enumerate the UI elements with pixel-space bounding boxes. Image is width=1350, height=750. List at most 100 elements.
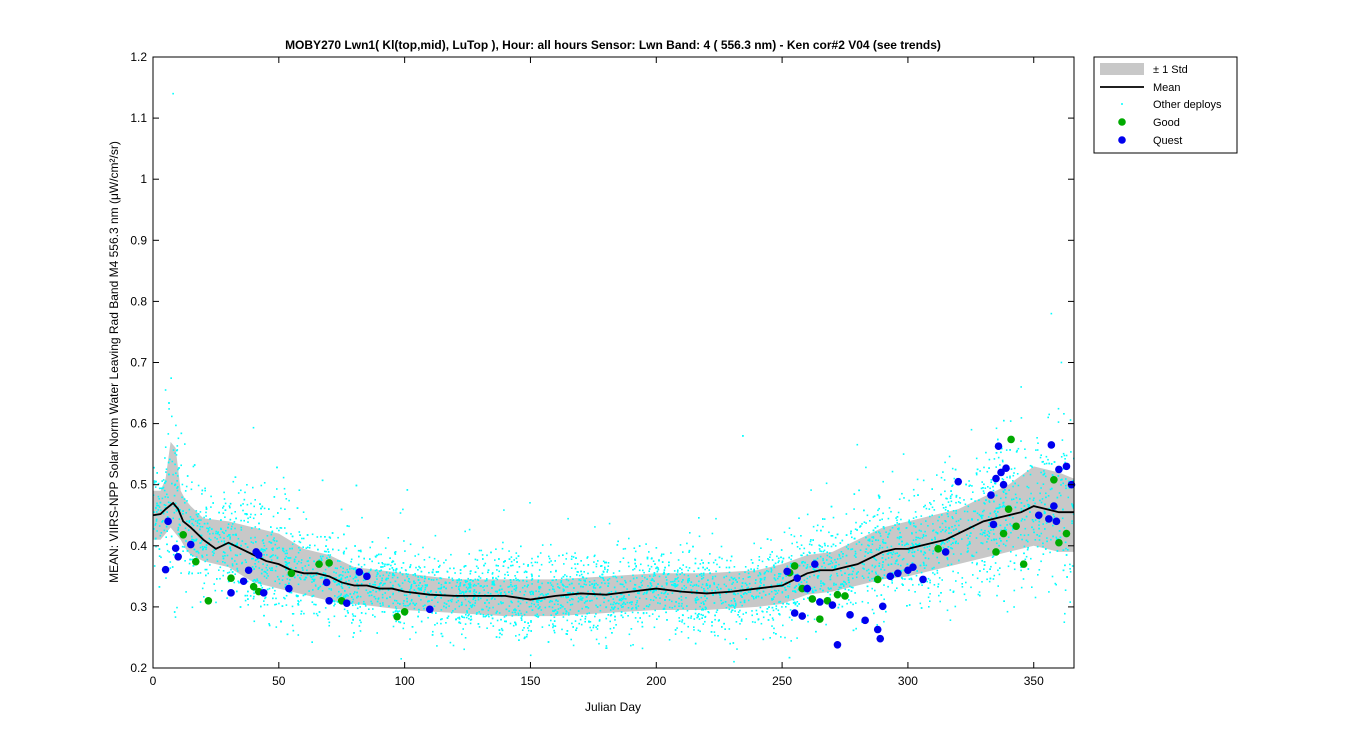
other-deploy-point [739, 609, 741, 612]
other-deploy-point [688, 549, 691, 552]
other-deploy-point [503, 591, 506, 593]
other-deploy-point [200, 534, 203, 537]
other-deploy-point [996, 594, 998, 597]
other-deploy-point [461, 591, 463, 593]
other-deploy-point [771, 617, 774, 619]
other-deploy-point [594, 615, 596, 618]
other-deploy-point [980, 514, 983, 517]
other-deploy-point [728, 571, 731, 574]
other-deploy-point [440, 592, 442, 595]
other-deploy-point [1005, 519, 1007, 521]
other-deploy-point [804, 591, 806, 593]
other-deploy-point [880, 594, 883, 596]
other-deploy-point [531, 575, 533, 578]
other-deploy-point [933, 500, 935, 502]
other-deploy-point [593, 587, 595, 589]
other-deploy-point [912, 584, 914, 586]
other-deploy-point [872, 529, 875, 532]
other-deploy-point [911, 542, 913, 545]
other-deploy-point [825, 482, 828, 485]
other-deploy-point [227, 580, 230, 583]
other-deploy-point [469, 622, 472, 625]
other-deploy-point [815, 630, 817, 633]
other-deploy-point [650, 599, 652, 601]
other-deploy-point [250, 541, 253, 543]
other-deploy-point [855, 521, 857, 524]
other-deploy-point [256, 558, 259, 561]
other-deploy-point [412, 602, 414, 604]
other-deploy-point [671, 584, 673, 586]
other-deploy-point [879, 519, 881, 521]
other-deploy-point [598, 642, 600, 645]
other-deploy-point [211, 551, 214, 553]
other-deploy-point [419, 567, 421, 569]
other-deploy-point [529, 502, 531, 504]
other-deploy-point [591, 583, 593, 585]
other-deploy-point [574, 620, 577, 622]
other-deploy-point [484, 580, 487, 582]
other-deploy-point [558, 587, 561, 589]
other-deploy-point [254, 563, 256, 565]
other-deploy-point [1002, 504, 1005, 507]
other-deploy-point [995, 513, 997, 515]
other-deploy-point [317, 587, 320, 589]
other-deploy-point [500, 627, 503, 630]
other-deploy-point [877, 494, 880, 497]
other-deploy-point [490, 598, 493, 600]
other-deploy-point [902, 453, 905, 455]
other-deploy-point [806, 566, 809, 568]
other-deploy-point [759, 577, 762, 580]
other-deploy-point [414, 573, 416, 575]
other-deploy-point [912, 522, 915, 525]
other-deploy-point [639, 617, 641, 619]
other-deploy-point [385, 579, 388, 581]
other-deploy-point [1000, 540, 1002, 542]
other-deploy-point [336, 584, 338, 586]
other-deploy-point [491, 617, 494, 620]
other-deploy-point [395, 608, 398, 610]
other-deploy-point [1034, 519, 1037, 521]
other-deploy-point [482, 558, 484, 560]
other-deploy-point [1050, 538, 1052, 541]
other-deploy-point [680, 605, 683, 607]
other-deploy-point [321, 590, 324, 592]
other-deploy-point [382, 584, 384, 587]
other-deploy-point [705, 584, 708, 587]
other-deploy-point [262, 539, 264, 541]
other-deploy-point [677, 559, 680, 561]
other-deploy-point [276, 547, 279, 550]
other-deploy-point [1021, 538, 1023, 541]
other-deploy-point [658, 615, 660, 618]
other-deploy-point [636, 601, 638, 604]
other-deploy-point [868, 540, 871, 542]
other-deploy-point [531, 578, 534, 580]
other-deploy-point [278, 578, 280, 581]
other-deploy-point [166, 530, 168, 532]
other-deploy-point [468, 553, 470, 555]
other-deploy-point [750, 587, 753, 589]
other-deploy-point [1058, 492, 1061, 494]
other-deploy-point [541, 582, 543, 585]
other-deploy-point [810, 489, 812, 491]
other-deploy-point [312, 589, 314, 591]
other-deploy-point [569, 592, 571, 594]
other-deploy-point [855, 627, 857, 630]
other-deploy-point [623, 585, 625, 588]
other-deploy-point [676, 574, 678, 576]
other-deploy-point [584, 600, 587, 603]
other-deploy-point [191, 558, 194, 561]
other-deploy-point [283, 487, 286, 490]
other-deploy-point [250, 502, 252, 505]
other-deploy-point [644, 576, 646, 579]
other-deploy-point [577, 610, 580, 612]
other-deploy-point [374, 584, 377, 586]
other-deploy-point [871, 540, 874, 542]
other-deploy-point [800, 544, 803, 546]
other-deploy-point [511, 601, 513, 604]
other-deploy-point [186, 520, 188, 523]
other-deploy-point [420, 589, 422, 591]
other-deploy-point [168, 408, 170, 410]
other-deploy-point [806, 554, 809, 556]
other-deploy-point [863, 509, 865, 512]
other-deploy-point [359, 606, 361, 608]
